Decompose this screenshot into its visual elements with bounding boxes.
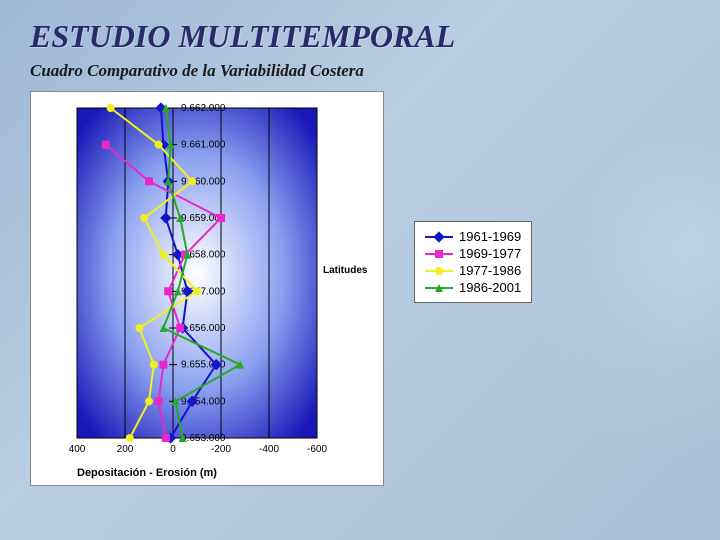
svg-text:9.653.000: 9.653.000 [181, 433, 226, 444]
legend-item: 1977-1986 [425, 262, 521, 279]
svg-text:-600: -600 [307, 444, 327, 455]
legend-swatch-icon [425, 232, 453, 242]
legend-label: 1977-1986 [459, 263, 521, 278]
svg-text:200: 200 [117, 444, 134, 455]
legend-item: 1969-1977 [425, 245, 521, 262]
coastal-variability-chart: 400 200 0 -200 -400 -600 9.662.000 9.661.000 9.6… [37, 98, 377, 458]
legend-item: 1961-1969 [425, 228, 521, 245]
wave-background-decoration [540, 0, 720, 540]
legend-label: 1961-1969 [459, 229, 521, 244]
svg-text:9.662.000: 9.662.000 [181, 103, 226, 114]
svg-text:9.661.000: 9.661.000 [181, 140, 226, 151]
svg-text:-200: -200 [211, 444, 231, 455]
svg-text:0: 0 [170, 444, 176, 455]
legend-label: 1969-1977 [459, 246, 521, 261]
chart-legend: 1961-1969 1969-1977 1977-1986 1986-2001 [414, 221, 532, 303]
svg-text:Latitudes: Latitudes [323, 265, 368, 276]
legend-item: 1986-2001 [425, 279, 521, 296]
chart-container: 400 200 0 -200 -400 -600 9.662.000 9.661.000 9.6… [30, 91, 384, 486]
legend-swatch-icon [425, 249, 453, 259]
svg-text:400: 400 [69, 444, 86, 455]
legend-swatch-icon [425, 283, 453, 293]
x-axis-label: Depositación - Erosión (m) [37, 463, 377, 479]
legend-label: 1986-2001 [459, 280, 521, 295]
svg-text:-400: -400 [259, 444, 279, 455]
legend-swatch-icon [425, 266, 453, 276]
